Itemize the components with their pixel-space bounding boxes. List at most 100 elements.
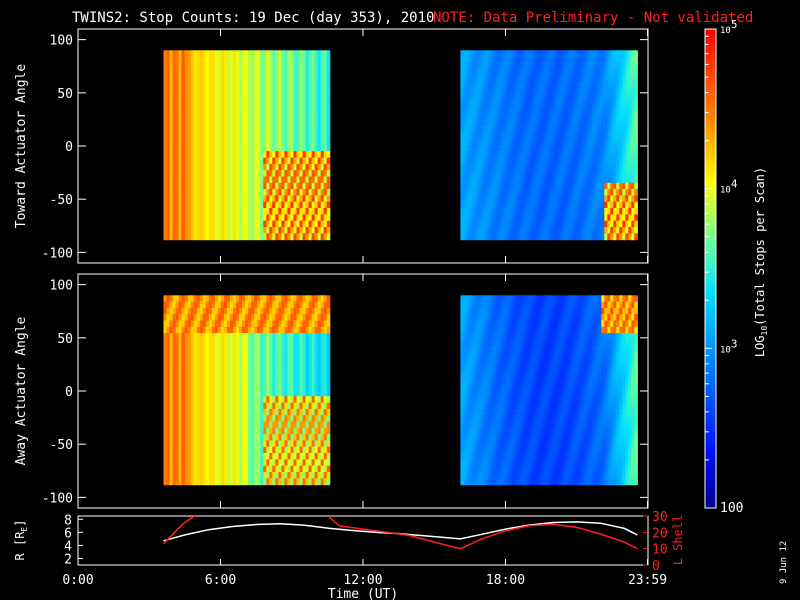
heatmap-cell bbox=[266, 377, 270, 385]
heatmap-cell bbox=[245, 446, 249, 454]
heatmap-column bbox=[571, 50, 575, 241]
heatmap-cell bbox=[583, 170, 587, 178]
heatmap-cell bbox=[535, 189, 539, 196]
heatmap-cell bbox=[601, 220, 605, 228]
heatmap-cell bbox=[571, 75, 575, 83]
heatmap-cell bbox=[181, 333, 186, 340]
heatmap-cell bbox=[475, 132, 479, 140]
heatmap-cell bbox=[559, 163, 563, 171]
heatmap-cell bbox=[172, 182, 177, 190]
heatmap-cell bbox=[574, 189, 578, 196]
heatmap-column bbox=[463, 50, 467, 241]
heatmap-cell bbox=[571, 113, 575, 121]
heatmap-cell bbox=[233, 88, 237, 95]
heatmap-cell bbox=[166, 176, 171, 184]
heatmap-cell bbox=[199, 126, 204, 133]
heatmap-cell bbox=[502, 138, 506, 146]
heatmap-cell bbox=[496, 132, 500, 140]
heatmap-cell bbox=[320, 75, 325, 83]
heatmap-cell bbox=[175, 314, 180, 322]
heatmap-cell bbox=[263, 320, 267, 328]
heatmap-cell bbox=[574, 113, 578, 121]
heatmap-cell bbox=[601, 144, 605, 152]
heatmap-cell bbox=[296, 459, 301, 467]
heatmap-cell bbox=[613, 50, 617, 58]
heatmap-cell bbox=[317, 189, 322, 196]
heatmap-cell bbox=[239, 138, 243, 146]
heatmap-cell bbox=[220, 389, 225, 397]
heatmap-cell bbox=[269, 214, 273, 222]
heatmap-cell bbox=[163, 415, 168, 423]
heatmap-cell bbox=[287, 295, 291, 303]
heatmap-cell bbox=[505, 75, 509, 83]
heatmap-column bbox=[290, 50, 295, 241]
heatmap-cell bbox=[224, 208, 228, 215]
heatmap-cell bbox=[205, 389, 210, 397]
heatmap-cell bbox=[208, 69, 213, 77]
heatmap-cell bbox=[505, 163, 509, 171]
heatmap-cell bbox=[266, 126, 270, 133]
heatmap-cell bbox=[224, 301, 228, 309]
heatmap-cell bbox=[511, 195, 515, 203]
heatmap-cell bbox=[625, 113, 629, 121]
heatmap-cell bbox=[187, 396, 192, 404]
heatmap-cell bbox=[562, 163, 566, 171]
heatmap-cell bbox=[190, 333, 195, 340]
heatmap-cell bbox=[211, 56, 216, 64]
heatmap-cell bbox=[287, 326, 291, 334]
heatmap-cell bbox=[580, 113, 584, 121]
heatmap-cell bbox=[305, 170, 310, 178]
heatmap-cell bbox=[305, 233, 310, 241]
heatmap-cell bbox=[172, 50, 177, 58]
heatmap-cell bbox=[190, 81, 195, 89]
heatmap-cell bbox=[583, 126, 587, 133]
heatmap-cell bbox=[296, 94, 301, 102]
heatmap-cell bbox=[311, 157, 316, 165]
heatmap-cell bbox=[487, 201, 491, 209]
heatmap-cell bbox=[547, 151, 551, 159]
heatmap-cell bbox=[263, 307, 267, 315]
heatmap-cell bbox=[517, 62, 521, 70]
heatmap-cell bbox=[220, 182, 225, 190]
heatmap-cell bbox=[190, 295, 195, 303]
heatmap-cell bbox=[251, 446, 255, 454]
heatmap-cell bbox=[296, 69, 301, 77]
heatmap-cell bbox=[526, 176, 530, 184]
heatmap-cell bbox=[296, 214, 301, 222]
heatmap-cell bbox=[299, 126, 304, 133]
heatmap-cell bbox=[299, 81, 304, 89]
heatmap-cell bbox=[484, 113, 488, 121]
heatmap-cell bbox=[520, 157, 524, 165]
heatmap-cell bbox=[535, 100, 539, 108]
heatmap-cell bbox=[281, 233, 285, 241]
heatmap-cell bbox=[553, 176, 557, 184]
heatmap-cell bbox=[565, 220, 569, 228]
heatmap-cell bbox=[508, 126, 512, 133]
heatmap-cell bbox=[172, 339, 177, 347]
heatmap-cell bbox=[296, 352, 301, 359]
heatmap-cell bbox=[556, 126, 560, 133]
heatmap-cell bbox=[296, 75, 301, 83]
heatmap-cell bbox=[613, 151, 617, 159]
heatmap-cell bbox=[571, 144, 575, 152]
heatmap-cell bbox=[278, 472, 282, 479]
heatmap-cell bbox=[550, 132, 554, 140]
heatmap-cell bbox=[517, 157, 521, 165]
heatmap-cell bbox=[296, 62, 301, 70]
heatmap-cell bbox=[278, 446, 282, 454]
heatmap-cell bbox=[610, 189, 614, 196]
heatmap-cell bbox=[233, 201, 237, 209]
heatmap-cell bbox=[230, 396, 234, 404]
heatmap-cell bbox=[634, 170, 638, 178]
heatmap-cell bbox=[281, 465, 285, 473]
heatmap-cell bbox=[323, 107, 328, 114]
heatmap-cell bbox=[260, 339, 264, 347]
heatmap-cell bbox=[196, 301, 201, 309]
heatmap-cell bbox=[260, 427, 264, 435]
heatmap-cell bbox=[251, 195, 255, 203]
heatmap-cell bbox=[290, 107, 295, 114]
heatmap-cell bbox=[493, 144, 497, 152]
heatmap-cell bbox=[260, 440, 264, 448]
heatmap-cell bbox=[217, 440, 222, 448]
heatmap-cell bbox=[242, 352, 246, 359]
